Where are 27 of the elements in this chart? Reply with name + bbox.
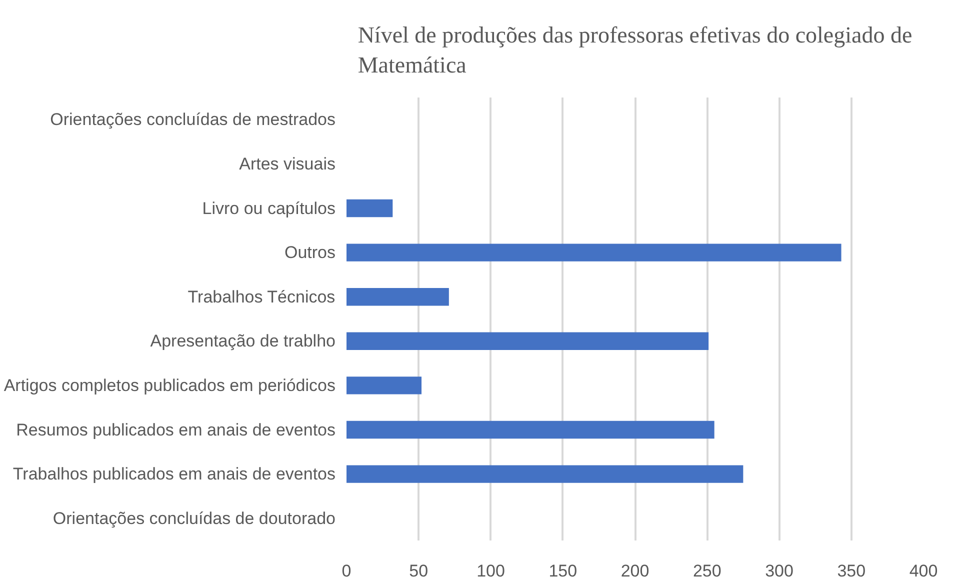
x-tick-label: 100 (476, 562, 505, 579)
x-tick-label: 400 (909, 562, 938, 579)
bar (346, 244, 842, 262)
bar (346, 288, 449, 306)
bar (346, 420, 714, 439)
y-tick-label: Orientações concluídas de doutorado (52, 508, 336, 528)
bar (346, 376, 422, 394)
y-tick-label: Resumos publicados em anais de eventos (16, 420, 336, 440)
y-tick-label: Artigos completos publicados em periódicos (4, 376, 336, 395)
bar (346, 465, 744, 483)
y-tick-label: Livro ou capítulos (202, 198, 336, 218)
y-tick-label: Apresentação de trablho (150, 332, 336, 351)
x-tick-label: 300 (765, 562, 794, 579)
y-tick-label: Trabalhos publicados em anais de eventos (12, 464, 336, 484)
y-tick-label: Orientações concluídas de mestrados (50, 110, 336, 130)
x-tick-label: 350 (837, 562, 866, 579)
bar (346, 199, 393, 218)
y-tick-label: Trabalhos Técnicos (188, 287, 336, 306)
x-tick-label: 200 (620, 562, 650, 579)
x-tick-label: 250 (692, 562, 722, 579)
x-tick-label: 150 (548, 562, 578, 579)
bar (346, 332, 709, 350)
x-tick-label: 0 (342, 562, 352, 579)
x-tick-label: 50 (409, 562, 428, 579)
y-tick-label: Artes visuais (239, 154, 336, 174)
y-tick-label: Outros (284, 243, 336, 262)
chart-title: Nível de produções das professoras efetivas do colegiado de Matemática (358, 22, 912, 78)
